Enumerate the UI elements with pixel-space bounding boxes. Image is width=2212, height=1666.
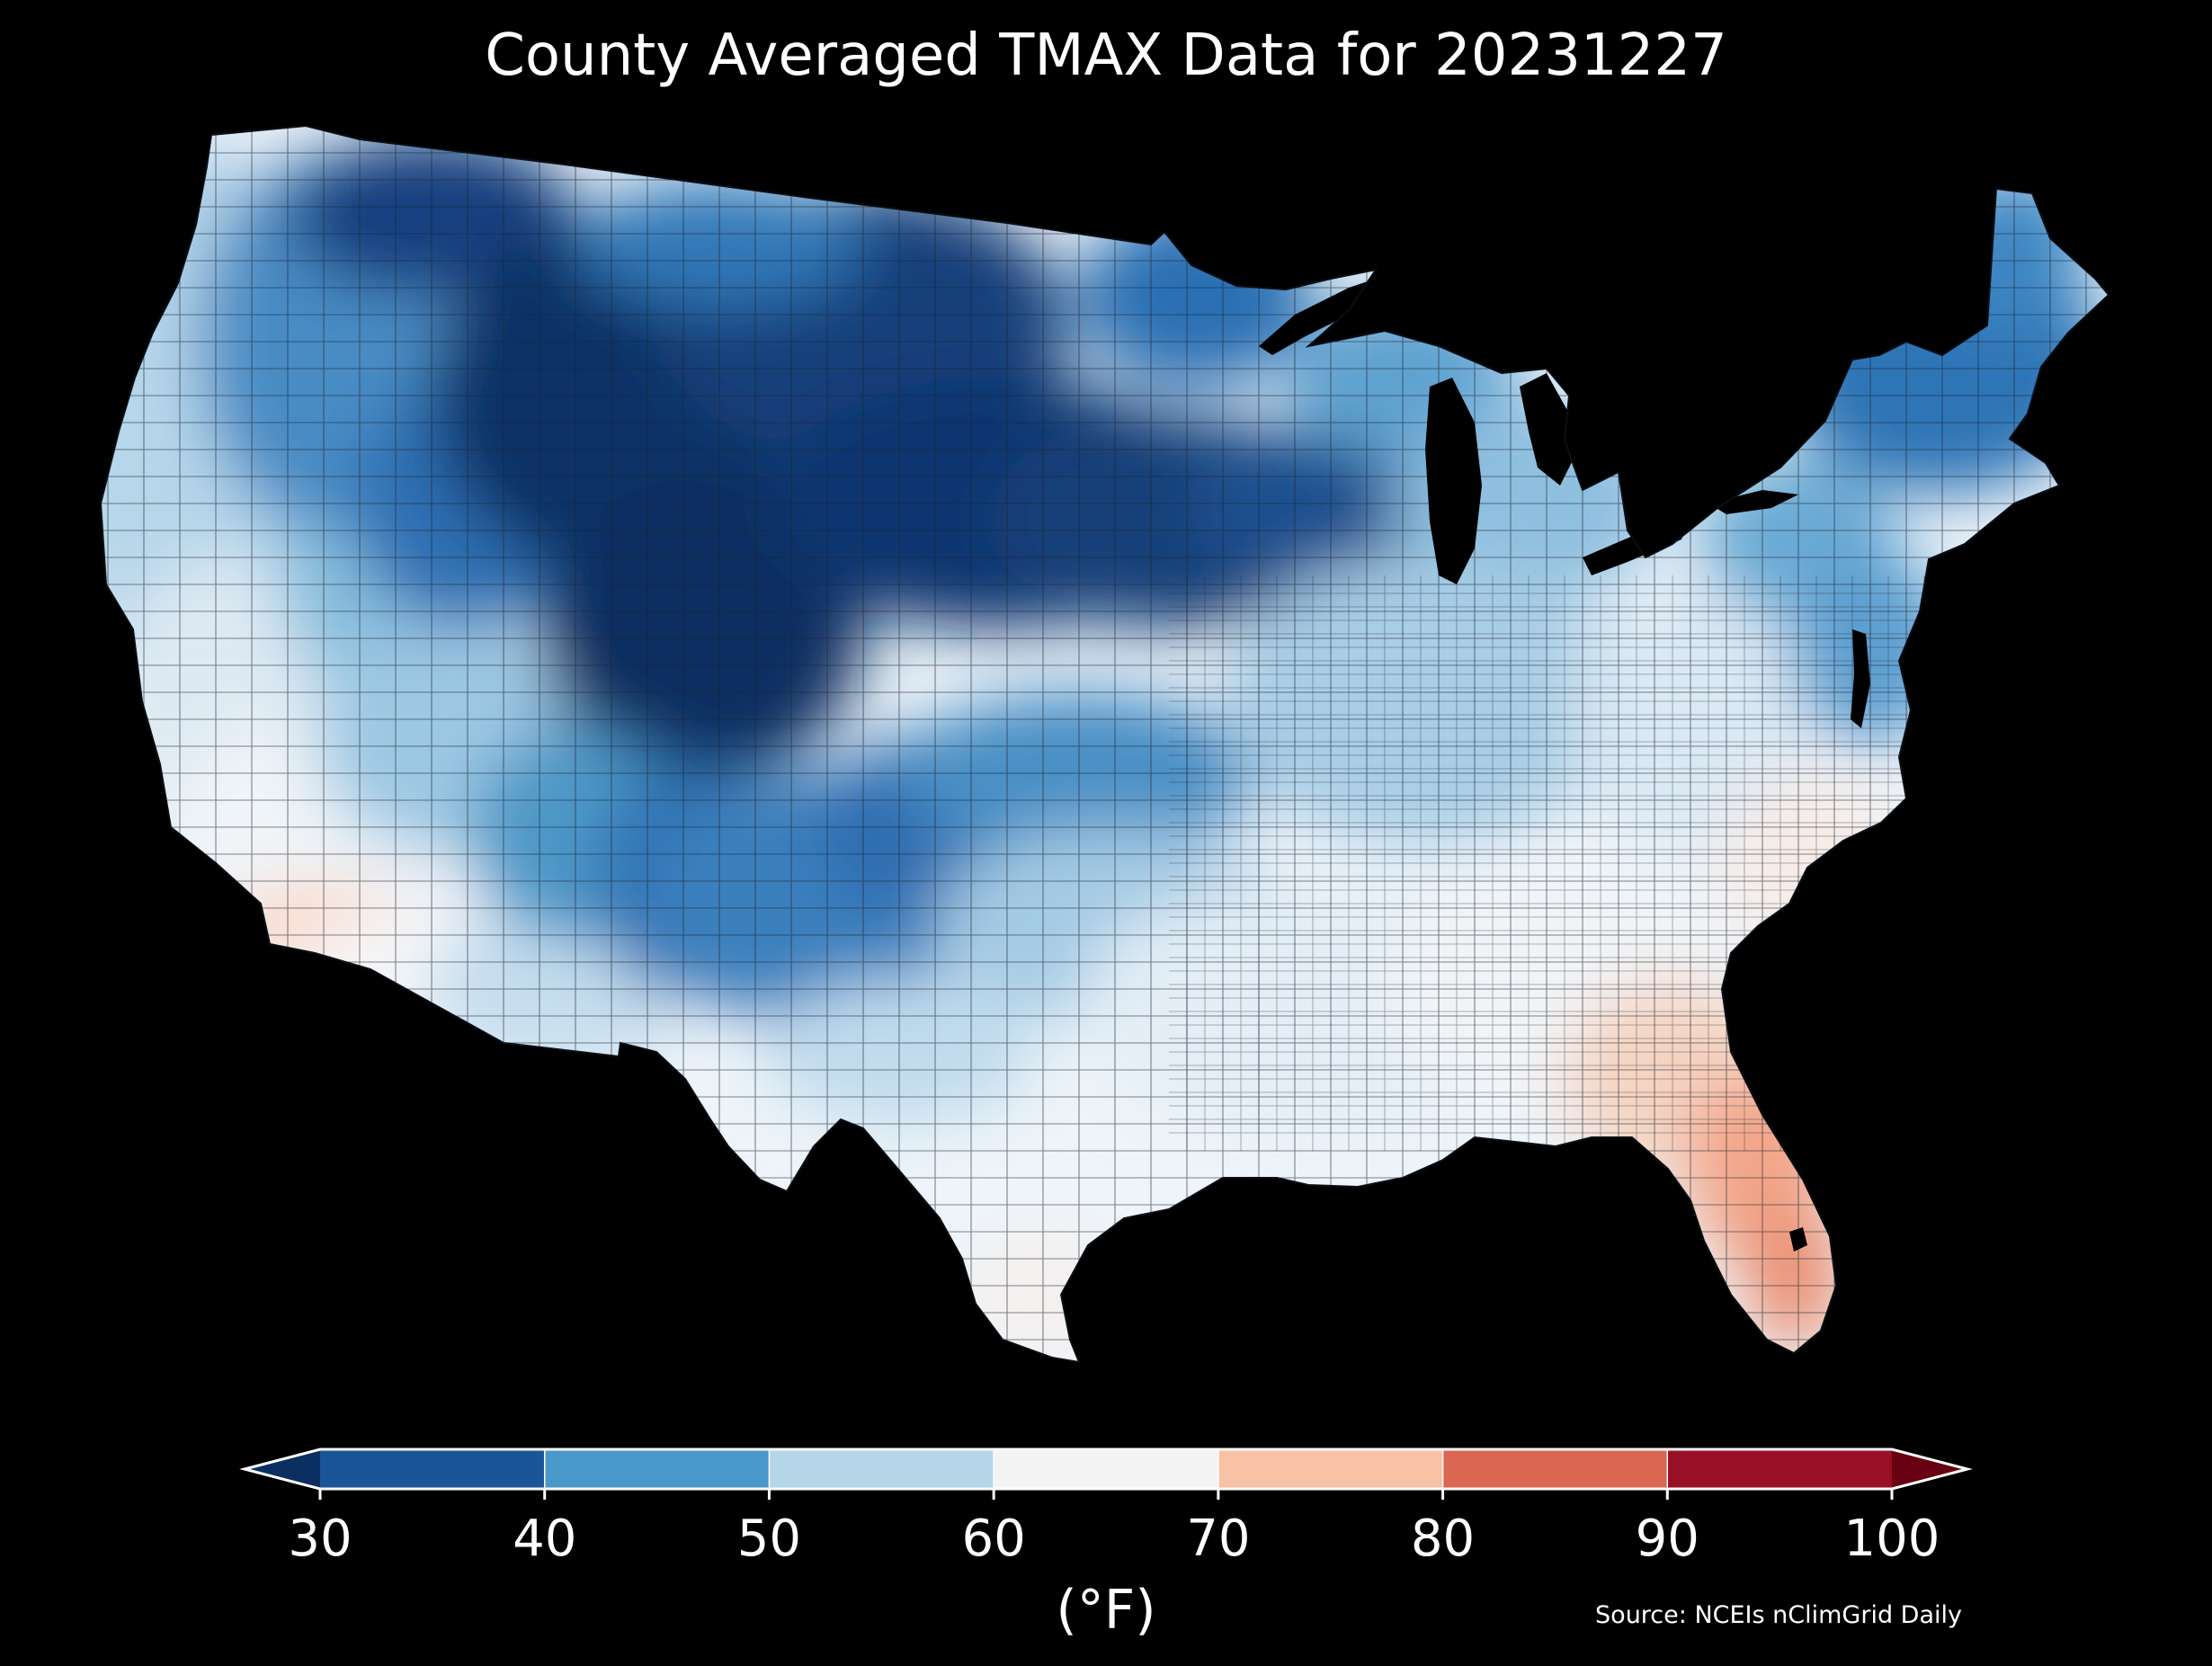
colorbar-bin [320,1449,546,1489]
colorbar-bin [1442,1449,1668,1489]
colorbar-bins [245,1449,1967,1500]
coastal-water [1789,629,1870,1252]
lake-superior [1259,274,1389,355]
chesapeake-bay [1851,629,1870,728]
colorbar-extend-low [245,1449,320,1489]
colorbar-tick-label: 90 [1635,1510,1699,1568]
map-title: County Averaged TMAX Data for 20231227 [485,22,1727,89]
county-boundaries-fine [1169,575,1978,1151]
lake-erie [1583,517,1690,575]
great-lakes [1259,274,1798,584]
colorbar-extend-high [1892,1449,1967,1489]
colorbar-outline [239,1448,1973,1491]
conus-outline [99,124,2110,1364]
lake-michigan [1425,378,1482,584]
colorbar-bin [769,1449,995,1489]
colorbar-tick-label: 50 [736,1510,802,1568]
lake-okeechobee [1789,1227,1807,1252]
lake-ontario [1708,490,1798,514]
colorbar-tick-label: 70 [1186,1510,1251,1568]
colorbar-unit-label: (°F) [1056,1579,1156,1642]
colorbar-tick-label: 60 [961,1510,1026,1568]
colorbar-tick-label: 30 [288,1510,352,1568]
colorbar-bin [994,1449,1219,1489]
colorbar-bin [544,1449,770,1489]
colorbar-tick-label: 40 [513,1510,577,1568]
colorbar-bin [1667,1449,1893,1489]
colorbar-bin [1217,1449,1444,1489]
colorbar-tick-label: 80 [1410,1510,1476,1568]
source-credit: Source: NCEIs nClimGrid Daily [1595,1601,1962,1629]
colorbar-tick-label: 100 [1843,1510,1940,1568]
lake-huron [1520,373,1574,486]
